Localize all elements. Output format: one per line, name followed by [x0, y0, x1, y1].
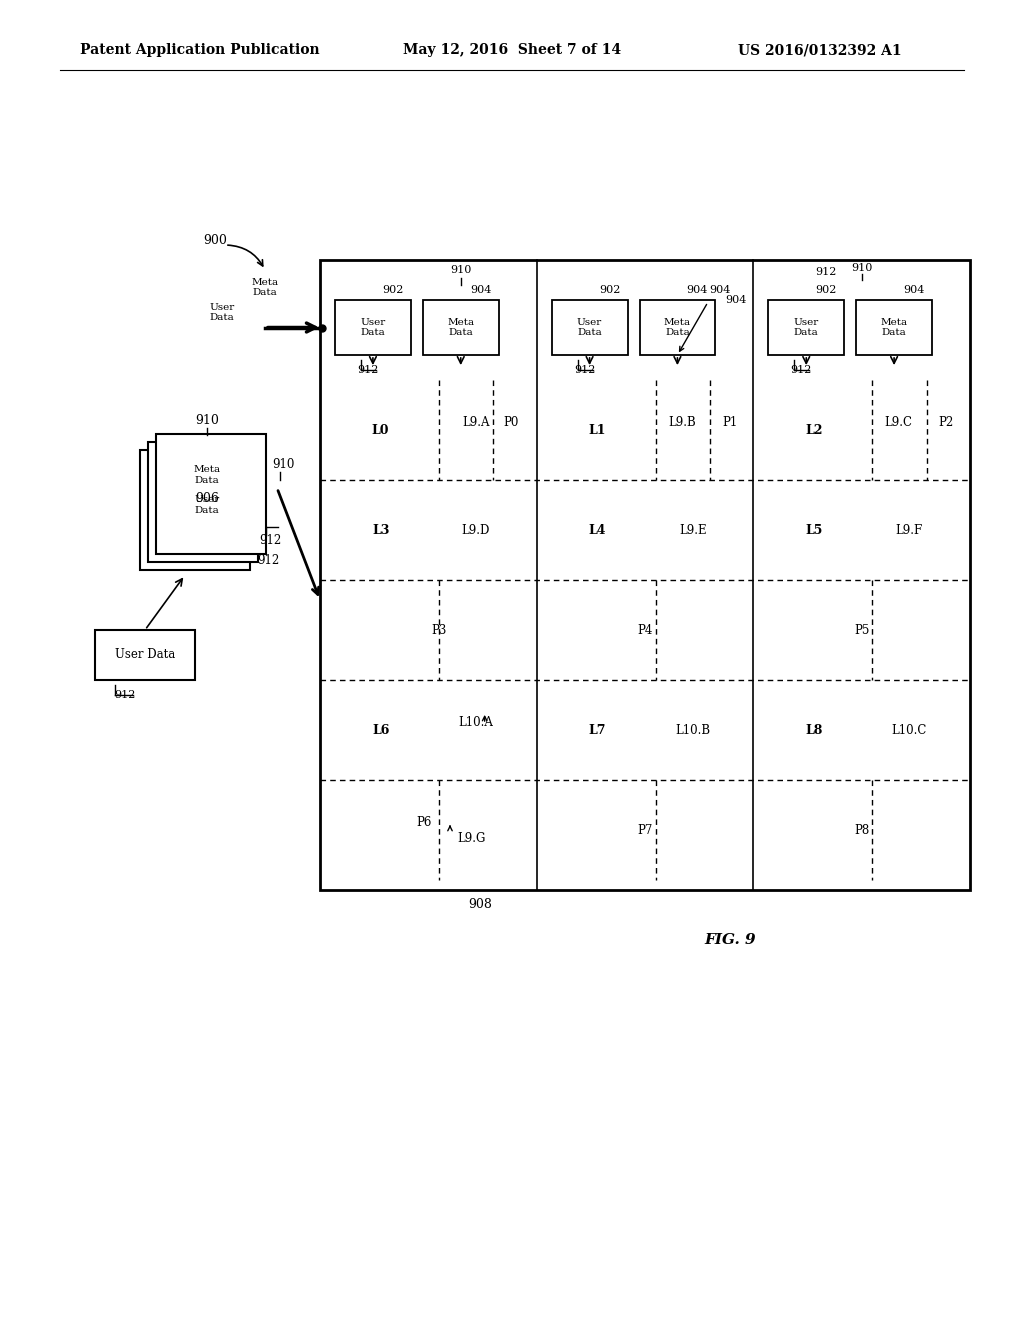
Text: L6: L6 [372, 723, 389, 737]
Text: Meta
Data: Meta Data [252, 277, 279, 297]
Text: US 2016/0132392 A1: US 2016/0132392 A1 [738, 44, 902, 57]
Text: L9.A: L9.A [462, 416, 489, 429]
Bar [768, 300, 844, 355]
Bar [148, 442, 258, 562]
Text: Meta
Data: Meta Data [881, 318, 907, 337]
Text: 910: 910 [195, 413, 219, 426]
Text: User
Data: User Data [209, 302, 234, 322]
Text: P5: P5 [854, 623, 869, 636]
Text: L10.C: L10.C [892, 723, 927, 737]
Bar [140, 450, 250, 570]
Text: L10.B: L10.B [675, 723, 711, 737]
Text: 912: 912 [357, 366, 379, 375]
Text: L3: L3 [372, 524, 389, 536]
Text: Meta
Data: Meta Data [664, 318, 691, 337]
Text: P3: P3 [431, 623, 446, 636]
Text: 902: 902 [815, 285, 837, 294]
Text: L9.E: L9.E [679, 524, 707, 536]
Text: P2: P2 [939, 416, 953, 429]
Text: L10.A: L10.A [459, 715, 494, 729]
Text: User Data: User Data [115, 648, 175, 661]
Bar [319, 260, 970, 890]
Text: L9.D: L9.D [462, 524, 490, 536]
Text: Patent Application Publication: Patent Application Publication [80, 44, 319, 57]
Text: 904: 904 [470, 285, 492, 294]
Text: User
Data: User Data [794, 318, 819, 337]
Text: L8: L8 [805, 723, 822, 737]
Text: L9.G: L9.G [458, 832, 485, 845]
Bar [640, 300, 716, 355]
Text: P6: P6 [417, 816, 432, 829]
Text: Meta
Data: Meta Data [194, 465, 220, 484]
Bar [156, 434, 266, 554]
Text: L5: L5 [805, 524, 822, 536]
Bar [423, 300, 499, 355]
Text: P8: P8 [854, 824, 869, 837]
Text: L7: L7 [589, 723, 606, 737]
Text: FIG. 9: FIG. 9 [705, 933, 756, 946]
Text: 912: 912 [573, 366, 595, 375]
Text: L9.B: L9.B [668, 416, 695, 429]
Text: P1: P1 [722, 416, 737, 429]
Text: P7: P7 [637, 824, 652, 837]
Text: L9.C: L9.C [885, 416, 912, 429]
Text: 904: 904 [725, 294, 746, 305]
Text: May 12, 2016  Sheet 7 of 14: May 12, 2016 Sheet 7 of 14 [402, 44, 622, 57]
Text: 904: 904 [687, 285, 709, 294]
Text: 912: 912 [815, 267, 837, 277]
Text: L9.F: L9.F [896, 524, 923, 536]
Text: User
Data: User Data [577, 318, 602, 337]
Text: Meta
Data: Meta Data [447, 318, 474, 337]
Bar [335, 300, 411, 355]
Text: 910: 910 [451, 265, 471, 275]
Bar [95, 630, 195, 680]
Text: 908: 908 [468, 899, 492, 912]
Text: L0: L0 [372, 424, 389, 437]
Text: 900: 900 [203, 234, 227, 247]
Bar [552, 300, 628, 355]
Text: 902: 902 [382, 285, 403, 294]
Bar [856, 300, 932, 355]
Text: P4: P4 [637, 623, 652, 636]
Text: User
Data: User Data [195, 495, 219, 515]
Text: L4: L4 [589, 524, 606, 536]
Text: L1: L1 [589, 424, 606, 437]
Text: 912: 912 [791, 366, 812, 375]
Text: 910: 910 [851, 263, 872, 273]
Text: P0: P0 [503, 416, 518, 429]
Text: 912: 912 [115, 690, 136, 700]
Text: 902: 902 [599, 285, 621, 294]
Text: 910: 910 [271, 458, 294, 471]
Text: 912: 912 [257, 553, 280, 566]
Text: 912: 912 [259, 533, 282, 546]
Text: L2: L2 [805, 424, 822, 437]
Text: 904: 904 [710, 285, 731, 294]
Text: 906: 906 [195, 491, 219, 504]
Text: 904: 904 [903, 285, 925, 294]
Text: User
Data: User Data [360, 318, 386, 337]
